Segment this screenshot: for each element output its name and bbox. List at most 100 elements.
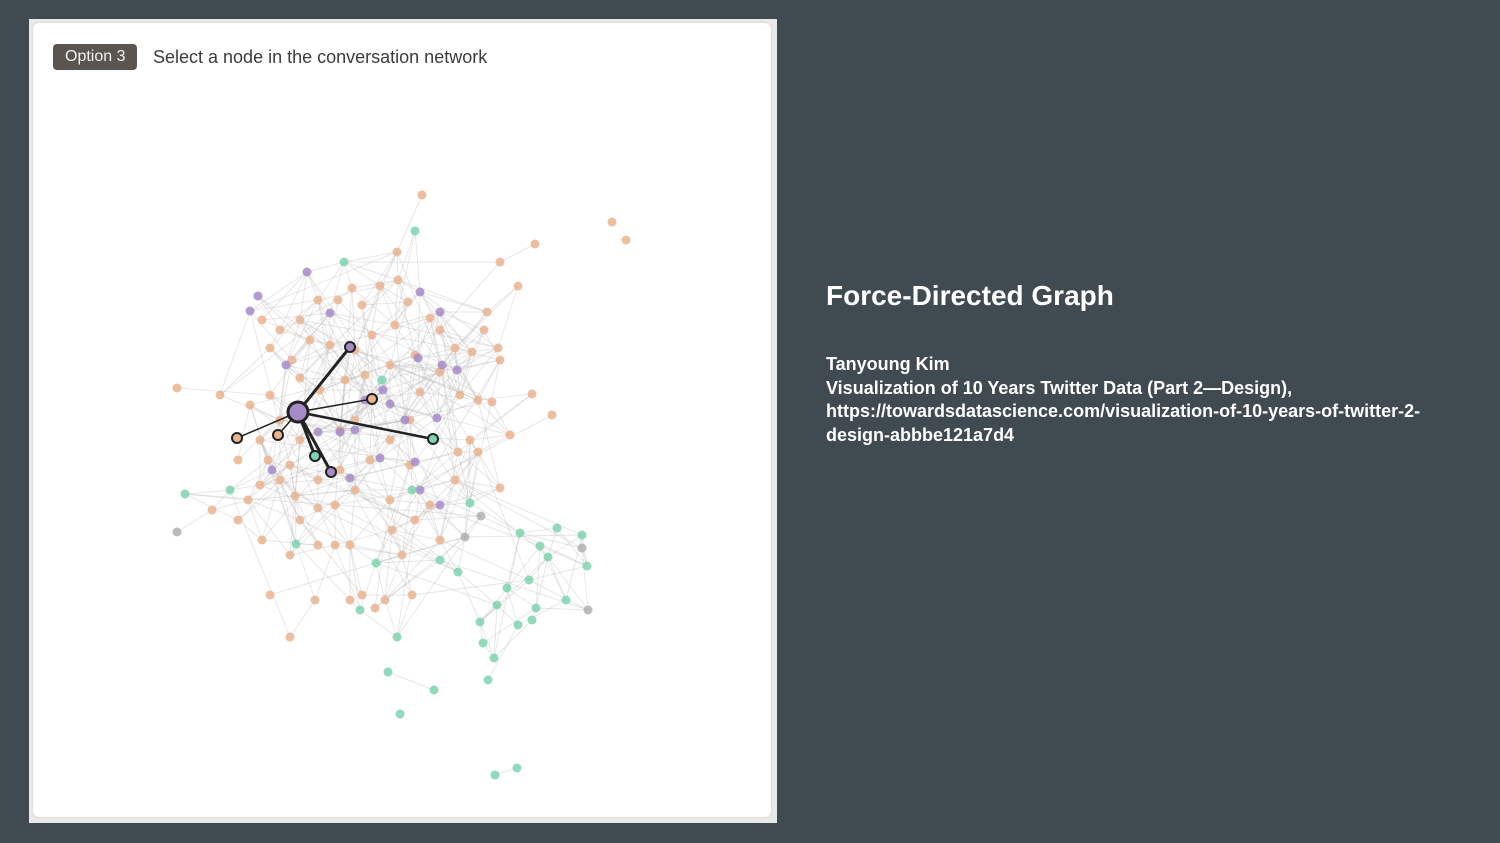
graph-node-orange[interactable] — [473, 447, 483, 457]
graph-node-orange[interactable] — [455, 390, 465, 400]
graph-node-gray[interactable] — [577, 543, 587, 553]
graph-node-purple[interactable] — [432, 413, 442, 423]
graph-node-green[interactable] — [489, 653, 499, 663]
graph-node-orange[interactable] — [467, 347, 477, 357]
graph-node-orange[interactable] — [393, 275, 403, 285]
graph-node-purple[interactable] — [375, 453, 385, 463]
graph-node-orange[interactable] — [265, 590, 275, 600]
graph-node-purple[interactable] — [281, 360, 291, 370]
graph-node-orange[interactable] — [415, 387, 425, 397]
graph-node-orange[interactable] — [482, 307, 492, 317]
graph-node-orange[interactable] — [325, 340, 335, 350]
graph-node-orange[interactable] — [263, 455, 273, 465]
graph-node-orange[interactable] — [255, 435, 265, 445]
graph-node-orange[interactable] — [357, 590, 367, 600]
graph-node-orange[interactable] — [310, 595, 320, 605]
graph-node-green[interactable] — [429, 685, 439, 695]
graph-node-orange[interactable] — [495, 257, 505, 267]
graph-node-orange[interactable] — [333, 295, 343, 305]
graph-node-orange[interactable] — [513, 281, 523, 291]
graph-node-orange[interactable] — [435, 325, 445, 335]
graph-node-purple[interactable] — [325, 308, 335, 318]
graph-node-orange[interactable] — [425, 313, 435, 323]
graph-node-orange[interactable] — [380, 595, 390, 605]
graph-node-green[interactable] — [475, 617, 485, 627]
graph-node-orange[interactable] — [450, 343, 460, 353]
graph-node-orange[interactable] — [295, 373, 305, 383]
graph-node-orange[interactable] — [172, 383, 182, 393]
selected-hub-node[interactable] — [286, 400, 310, 424]
neighbor-node-purple[interactable] — [325, 466, 337, 478]
graph-node-orange[interactable] — [233, 455, 243, 465]
graph-node-orange[interactable] — [473, 395, 483, 405]
graph-node-green[interactable] — [552, 523, 562, 533]
neighbor-node-orange[interactable] — [272, 429, 284, 441]
graph-node-purple[interactable] — [345, 473, 355, 483]
graph-node-orange[interactable] — [330, 540, 340, 550]
graph-node-orange[interactable] — [295, 435, 305, 445]
graph-node-green[interactable] — [395, 709, 405, 719]
graph-node-purple[interactable] — [302, 267, 312, 277]
graph-node-green[interactable] — [515, 528, 525, 538]
graph-node-green[interactable] — [582, 561, 592, 571]
graph-node-purple[interactable] — [245, 306, 255, 316]
graph-node-orange[interactable] — [245, 400, 255, 410]
graph-node-green[interactable] — [531, 603, 541, 613]
graph-node-purple[interactable] — [385, 399, 395, 409]
graph-node-purple[interactable] — [253, 291, 263, 301]
graph-node-orange[interactable] — [390, 320, 400, 330]
graph-node-orange[interactable] — [495, 483, 505, 493]
graph-node-orange[interactable] — [350, 485, 360, 495]
graph-node-orange[interactable] — [370, 603, 380, 613]
graph-node-orange[interactable] — [392, 247, 402, 257]
graph-node-orange[interactable] — [345, 540, 355, 550]
graph-node-orange[interactable] — [435, 535, 445, 545]
graph-node-orange[interactable] — [330, 500, 340, 510]
reference-url[interactable]: https://towardsdatascience.com/visualiza… — [826, 401, 1421, 445]
graph-node-green[interactable] — [490, 770, 500, 780]
graph-node-orange[interactable] — [385, 495, 395, 505]
graph-node-green[interactable] — [225, 485, 235, 495]
graph-node-orange[interactable] — [285, 632, 295, 642]
graph-node-orange[interactable] — [410, 515, 420, 525]
graph-node-green[interactable] — [561, 595, 571, 605]
neighbor-node-orange[interactable] — [231, 432, 243, 444]
graph-node-gray[interactable] — [172, 527, 182, 537]
graph-node-orange[interactable] — [340, 375, 350, 385]
graph-node-green[interactable] — [513, 620, 523, 630]
force-directed-graph[interactable] — [33, 23, 771, 817]
graph-node-purple[interactable] — [378, 385, 388, 395]
neighbor-node-purple[interactable] — [344, 341, 356, 353]
graph-node-green[interactable] — [392, 632, 402, 642]
graph-node-orange[interactable] — [257, 315, 267, 325]
graph-node-orange[interactable] — [345, 595, 355, 605]
graph-node-green[interactable] — [524, 575, 534, 585]
neighbor-node-green[interactable] — [309, 450, 321, 462]
graph-node-orange[interactable] — [275, 325, 285, 335]
graph-node-orange[interactable] — [295, 315, 305, 325]
graph-node-orange[interactable] — [407, 590, 417, 600]
graph-node-gray[interactable] — [583, 605, 593, 615]
graph-node-orange[interactable] — [207, 505, 217, 515]
graph-node-purple[interactable] — [435, 307, 445, 317]
graph-node-orange[interactable] — [295, 515, 305, 525]
neighbor-node-green[interactable] — [427, 433, 439, 445]
graph-node-orange[interactable] — [255, 480, 265, 490]
graph-node-purple[interactable] — [313, 427, 323, 437]
graph-node-purple[interactable] — [335, 427, 345, 437]
graph-node-green[interactable] — [407, 485, 417, 495]
graph-node-green[interactable] — [502, 583, 512, 593]
graph-node-orange[interactable] — [465, 435, 475, 445]
graph-node-green[interactable] — [291, 539, 301, 549]
graph-node-orange[interactable] — [487, 397, 497, 407]
graph-node-orange[interactable] — [479, 325, 489, 335]
graph-node-orange[interactable] — [495, 355, 505, 365]
graph-node-orange[interactable] — [425, 500, 435, 510]
graph-node-orange[interactable] — [403, 297, 413, 307]
graph-node-orange[interactable] — [313, 540, 323, 550]
graph-node-orange[interactable] — [435, 367, 445, 377]
graph-node-green[interactable] — [339, 257, 349, 267]
graph-node-green[interactable] — [527, 615, 537, 625]
graph-node-orange[interactable] — [265, 390, 275, 400]
graph-node-orange[interactable] — [397, 550, 407, 560]
